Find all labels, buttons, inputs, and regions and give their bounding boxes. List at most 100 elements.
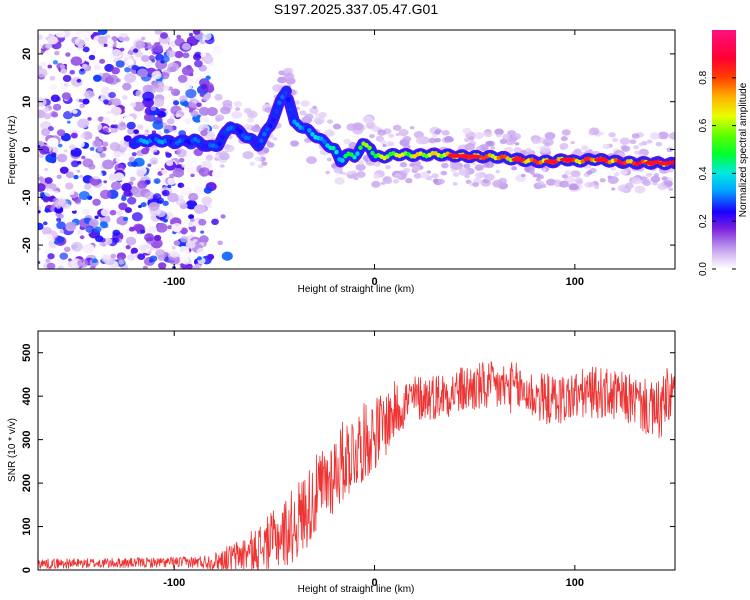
halo-speckle (449, 161, 461, 170)
noise-speckle (60, 68, 68, 75)
halo-speckle (431, 133, 438, 138)
ridge-core (292, 119, 297, 125)
halo-speckle (403, 144, 411, 150)
noise-speckle (192, 264, 202, 269)
noise-speckle (109, 142, 121, 151)
ridge-core (355, 151, 360, 156)
ridge-core (364, 142, 369, 148)
ridge-core (256, 143, 261, 149)
noise-speckle (211, 218, 219, 226)
noise-speckle (40, 128, 51, 136)
noise-speckle (123, 114, 130, 120)
noise-speckle (97, 98, 104, 103)
noise-speckle (65, 52, 71, 57)
noise-speckle (39, 145, 50, 155)
halo-speckle (249, 161, 256, 166)
halo-speckle (266, 141, 272, 145)
noise-speckle (162, 122, 167, 127)
noise-speckle (44, 208, 50, 213)
noise-speckle (76, 229, 84, 235)
noise-speckle (168, 255, 180, 265)
noise-speckle (73, 196, 82, 204)
noise-speckle (190, 173, 195, 178)
snr-line (38, 361, 675, 570)
noise-speckle (151, 59, 156, 63)
noise-speckle (192, 30, 201, 35)
halo-speckle (405, 177, 413, 184)
halo-speckle (646, 139, 653, 144)
noise-speckle (147, 50, 153, 55)
snr-xtick-label: 100 (566, 577, 584, 589)
noise-speckle (103, 180, 108, 184)
halo-speckle (561, 174, 568, 179)
halo-speckle (371, 180, 381, 188)
halo-speckle (627, 184, 634, 189)
noise-speckle (200, 83, 208, 90)
halo-speckle (625, 167, 632, 172)
noise-speckle (38, 174, 41, 178)
noise-speckle (44, 177, 53, 184)
noise-speckle (118, 259, 125, 265)
noise-speckle (57, 265, 64, 269)
noise-speckle (172, 168, 185, 178)
noise-speckle (135, 89, 145, 98)
noise-speckle (203, 186, 213, 194)
noise-speckle (38, 34, 43, 41)
noise-speckle (206, 106, 218, 117)
noise-speckle (158, 262, 167, 269)
halo-speckle (524, 166, 532, 172)
halo-speckle (649, 132, 661, 140)
noise-speckle (174, 50, 184, 59)
halo-speckle (513, 147, 522, 153)
noise-speckle (62, 74, 72, 83)
halo-speckle (394, 173, 402, 179)
ridge-hotspot (643, 160, 658, 166)
snr-panel: -100 0 100 0 100 200 300 400 500 Height of strai… (7, 330, 676, 595)
noise-speckle (143, 42, 153, 50)
noise-speckle (50, 94, 60, 103)
noise-speckle (173, 100, 180, 106)
noise-speckle (148, 201, 160, 211)
halo-speckle (413, 173, 422, 179)
halo-speckle (385, 165, 391, 170)
noise-speckle (66, 120, 71, 124)
noise-speckle (207, 204, 213, 209)
noise-speckle (52, 103, 62, 111)
noise-speckle (133, 48, 139, 53)
noise-speckle (99, 221, 108, 229)
noise-speckle (202, 55, 214, 64)
halo-speckle (613, 172, 620, 177)
noise-speckle (181, 163, 186, 168)
noise-speckle (167, 225, 173, 230)
noise-speckle (124, 73, 137, 83)
noise-speckle (173, 240, 181, 246)
noise-speckle (180, 256, 190, 265)
noise-speckle (181, 66, 194, 76)
noise-speckle (59, 64, 66, 70)
halo-speckle (215, 114, 225, 121)
noise-speckle (177, 74, 188, 83)
noise-speckle (77, 258, 89, 268)
noise-speckle (178, 157, 185, 163)
halo-speckle (485, 161, 495, 168)
noise-speckle (141, 36, 146, 41)
halo-speckle (546, 178, 556, 186)
halo-speckle (219, 164, 225, 168)
noise-speckle (162, 200, 169, 206)
noise-speckle (38, 144, 41, 149)
snr-frame (37, 330, 676, 571)
noise-speckle (125, 236, 137, 246)
noise-speckle (166, 49, 176, 58)
noise-speckle (99, 58, 106, 64)
noise-speckle (176, 34, 182, 39)
noise-speckle (160, 72, 170, 80)
noise-speckle (92, 198, 101, 206)
noise-speckle (180, 183, 185, 188)
noise-speckle (71, 241, 83, 252)
ridge-core (259, 138, 264, 144)
noise-speckle (64, 182, 74, 190)
snr-xlabel: Height of straight line (km) (298, 584, 415, 595)
halo-speckle (242, 123, 252, 131)
snr-ytick-label: 100 (21, 517, 33, 535)
halo-speckle (347, 171, 353, 175)
